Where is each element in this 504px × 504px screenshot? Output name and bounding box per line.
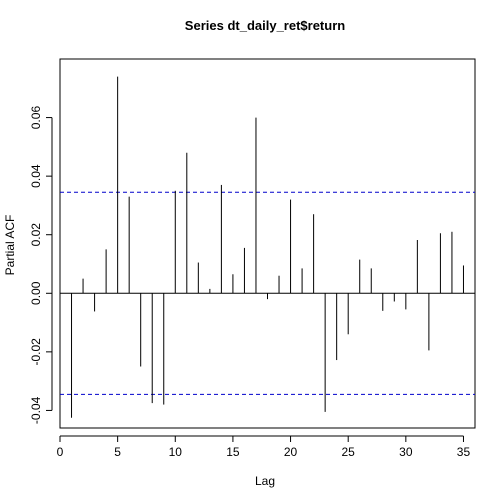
pacf-bars bbox=[71, 76, 464, 418]
x-axis: 0 5 10 15 20 25 30 35 bbox=[57, 435, 471, 459]
y-tick-label: 0.06 bbox=[29, 106, 43, 130]
x-tick-label: 5 bbox=[114, 445, 121, 459]
x-tick-label: 0 bbox=[57, 445, 64, 459]
y-tick-label: -0.04 bbox=[29, 396, 43, 424]
x-tick-label: 25 bbox=[342, 445, 356, 459]
x-tick-label: 10 bbox=[169, 445, 183, 459]
y-tick-label: 0.02 bbox=[29, 223, 43, 247]
plot-frame bbox=[59, 58, 476, 429]
x-tick-label: 35 bbox=[457, 445, 471, 459]
x-tick-label: 15 bbox=[226, 445, 240, 459]
y-tick-label: 0.00 bbox=[29, 281, 43, 305]
y-axis: -0.04 -0.02 0.00 0.02 0.04 0.06 bbox=[29, 106, 53, 424]
x-tick-label: 20 bbox=[284, 445, 298, 459]
y-tick-label: -0.02 bbox=[29, 338, 43, 366]
x-tick-label: 30 bbox=[399, 445, 413, 459]
y-axis-label: Partial ACF bbox=[3, 215, 17, 276]
y-tick-label: 0.04 bbox=[29, 164, 43, 188]
x-axis-label: Lag bbox=[255, 474, 275, 488]
confidence-bands bbox=[60, 191, 475, 395]
chart-title: Series dt_daily_ret$return bbox=[185, 18, 345, 33]
